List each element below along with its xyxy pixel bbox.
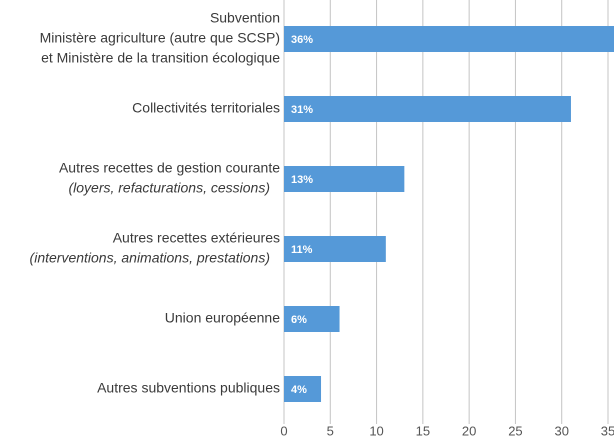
value-label: 11%: [291, 244, 313, 256]
x-tick-label: 25: [508, 423, 522, 438]
value-label: 31%: [291, 104, 313, 116]
x-tick-label: 5: [327, 423, 334, 438]
category-label: Ministère agriculture (autre que SCSP): [40, 30, 280, 46]
value-label: 13%: [291, 174, 313, 186]
x-tick-label: 20: [462, 423, 476, 438]
category-detail: (interventions, animations, prestations): [30, 250, 270, 266]
bar: [284, 96, 571, 122]
value-label: 4%: [291, 384, 307, 396]
category-label: Autres subventions publiques: [97, 380, 280, 396]
value-label: 6%: [291, 314, 307, 326]
x-tick-label: 15: [416, 423, 430, 438]
category-label: Subvention: [210, 10, 280, 26]
category-detail: (loyers, refacturations, cessions): [68, 180, 270, 196]
x-tick-label: 0: [280, 423, 287, 438]
bar: [284, 376, 322, 402]
x-tick-label: 30: [554, 423, 568, 438]
bar: [284, 236, 386, 262]
x-tick-label: 10: [369, 423, 383, 438]
bar: [284, 306, 340, 332]
category-label: Union européenne: [165, 310, 280, 326]
category-label: Autres recettes extérieures: [113, 230, 280, 246]
bar: [284, 166, 405, 192]
category-label: et Ministère de la transition écologique: [41, 50, 280, 66]
bar: [284, 26, 614, 52]
category-label: Autres recettes de gestion courante: [59, 160, 280, 176]
x-tick-label: 35: [601, 423, 614, 438]
value-label: 36%: [291, 34, 313, 46]
category-label: Collectivités territoriales: [132, 100, 280, 116]
